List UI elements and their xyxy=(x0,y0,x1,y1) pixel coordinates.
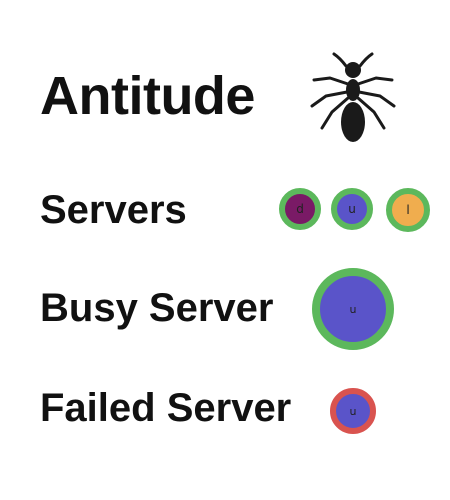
server-node-u: u xyxy=(331,188,373,230)
failed-server-label: Failed Server xyxy=(40,386,292,430)
busy-server-node: u xyxy=(312,268,394,350)
server-node-letter: u xyxy=(349,404,357,418)
server-node-l: l xyxy=(386,188,430,232)
servers-label: Servers xyxy=(40,188,187,232)
server-node-letter: d xyxy=(296,202,304,216)
server-node-d: d xyxy=(279,188,321,230)
failed-server-node: u xyxy=(330,388,376,434)
busy-server-label: Busy Server xyxy=(40,286,274,330)
app-title: Antitude xyxy=(40,66,255,126)
server-node-letter: u xyxy=(349,302,357,316)
ant-icon xyxy=(310,52,396,142)
server-node-letter: l xyxy=(406,203,410,217)
server-node-letter: u xyxy=(348,202,356,216)
